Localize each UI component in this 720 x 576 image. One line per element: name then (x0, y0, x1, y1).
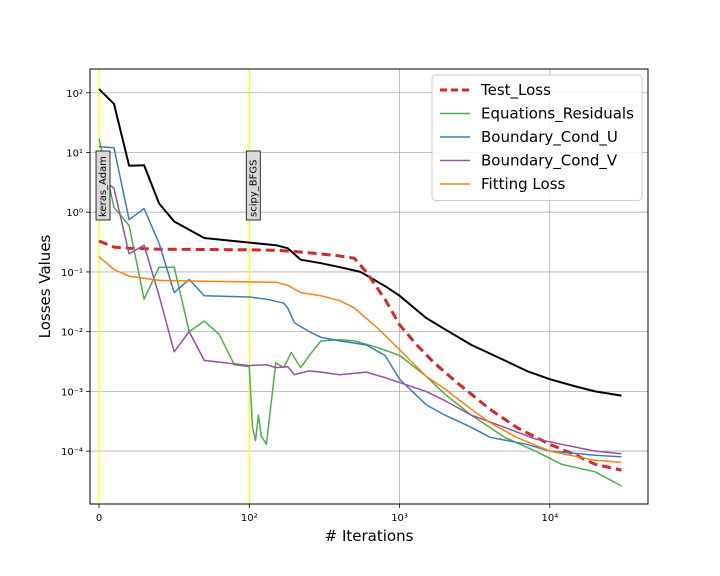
legend-label: Equations_Residuals (481, 105, 634, 124)
event-label-box (95, 150, 111, 221)
x-tick-label: 10⁴ (541, 513, 558, 524)
y-tick-label: 10⁻¹ (61, 268, 83, 279)
y-tick-label: 10¹ (66, 148, 83, 159)
x-ticks: 0 10² 10³ 10⁴ (96, 504, 558, 524)
event-annotation: keras_Adam (95, 150, 111, 221)
x-tick-label: 10³ (391, 513, 408, 524)
legend-label: Fitting Loss (481, 175, 566, 193)
y-tick-label: 10⁻⁴ (61, 447, 83, 458)
series-lines (98, 88, 622, 487)
event-annotation: scipy_BFGS (245, 150, 261, 221)
x-axis-title: # Iterations (325, 527, 414, 545)
y-axis-title: Losses Values (36, 234, 54, 338)
legend-label: Boundary_Cond_U (481, 128, 618, 147)
series-line-equations-residuals (98, 138, 622, 487)
series-line-fitting-loss (98, 256, 622, 464)
legend-label: Test_Loss (480, 81, 551, 100)
series-line-reference-0 (98, 88, 622, 397)
event-annotations: keras_Adam scipy_BFGS (95, 150, 261, 221)
legend-label: Boundary_Cond_V (481, 152, 618, 171)
legend: Test_Loss Equations_Residuals Boundary_Con… (431, 74, 643, 201)
x-tick-label: 10² (241, 513, 258, 524)
event-label: keras_Adam (98, 156, 109, 217)
y-tick-label: 10⁰ (66, 208, 83, 219)
y-tick-label: 10² (66, 89, 83, 100)
y-ticks: 10² 10¹ 10⁰ 10⁻¹ 10⁻² 10⁻³ 10⁻⁴ (61, 89, 90, 458)
event-label: scipy_BFGS (248, 160, 259, 217)
y-tick-label: 10⁻² (61, 328, 83, 339)
series-line-boundary-cond-v (98, 175, 622, 455)
y-tick-label: 10⁻³ (61, 387, 83, 398)
legend-box (431, 74, 643, 201)
series-line-test-loss (98, 239, 622, 472)
series-line-boundary-cond-u (98, 145, 622, 458)
plot-frame (89, 68, 649, 505)
x-tick-label: 0 (96, 513, 102, 524)
event-label-box (245, 150, 261, 221)
